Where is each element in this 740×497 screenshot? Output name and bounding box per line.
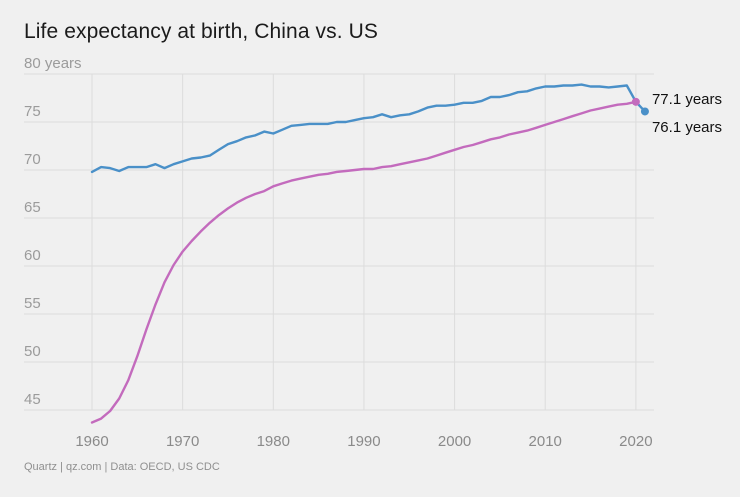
y-tick-label: 70 (24, 151, 41, 168)
y-tick-label: 50 (24, 343, 41, 360)
x-tick-label: 1990 (347, 433, 380, 450)
y-tick-label: 60 (24, 247, 41, 264)
y-tick-label: 45 (24, 391, 41, 408)
x-tick-label: 2010 (529, 433, 562, 450)
y-tick-label: 75 (24, 103, 41, 120)
end-label-us: 76.1 years (652, 119, 722, 136)
grid-lines (24, 73, 654, 411)
series-line-us (90, 83, 647, 174)
y-tick-label: 55 (24, 295, 41, 312)
x-axis-ticks: 1960 1970 1980 1990 2000 2010 2020 (75, 433, 652, 450)
chart-title: Life expectancy at birth, China vs. US (24, 20, 378, 43)
x-tick-label: 1980 (257, 433, 290, 450)
end-label-china: 77.1 years (652, 91, 722, 108)
end-point-china (631, 97, 640, 106)
series-line-china (90, 100, 638, 424)
end-point-us (640, 107, 649, 116)
series-lines (90, 83, 647, 424)
y-tick-label: 80 years (24, 55, 82, 72)
y-axis-ticks: 45 50 55 60 65 70 75 80 years (24, 55, 82, 408)
x-tick-label: 1970 (166, 433, 199, 450)
x-tick-label: 2020 (619, 433, 652, 450)
x-tick-label: 1960 (75, 433, 108, 450)
y-tick-label: 65 (24, 199, 41, 216)
x-tick-label: 2000 (438, 433, 471, 450)
source-footer: Quartz | qz.com | Data: OECD, US CDC (24, 461, 220, 473)
end-labels: 76.1 years 77.1 years (631, 91, 722, 136)
